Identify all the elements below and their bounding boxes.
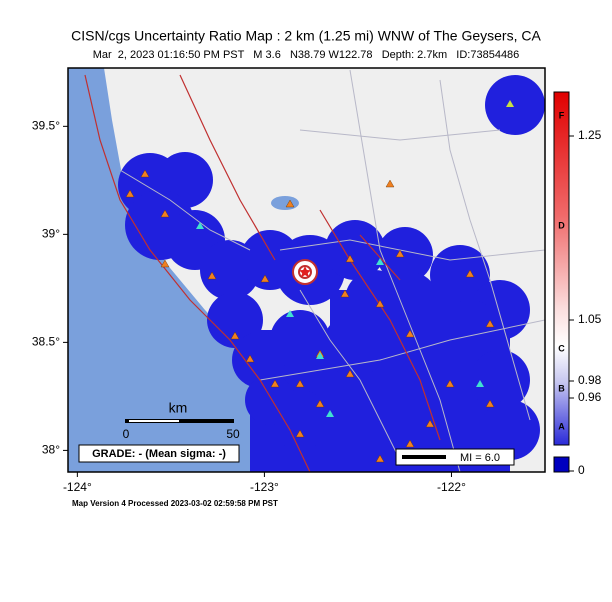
- legend-box: [395, 448, 515, 466]
- colorbar-tick-label: 0.98: [578, 373, 602, 387]
- footer: Map Version 4 Processed 2023-03-02 02:59…: [72, 499, 278, 508]
- colorbar-grade: C: [558, 343, 565, 353]
- legend-line: [402, 455, 446, 459]
- map-area: [68, 68, 545, 472]
- scale-line-inner: [129, 420, 179, 422]
- axis-ticks: -124° -123° -122° 39.5° 39° 38.5° 38°: [32, 119, 466, 495]
- x-tick-label: -123°: [250, 480, 279, 494]
- title: CISN/cgs Uncertainty Ratio Map : 2 km (1…: [71, 28, 541, 44]
- x-tick-label: -122°: [437, 480, 466, 494]
- colorbar-tick-label: 1.25: [578, 128, 602, 142]
- y-tick-label: 38°: [42, 443, 60, 457]
- colorbar: [553, 91, 570, 446]
- scale-tick: 50: [226, 427, 240, 441]
- colorbar-grade: F: [559, 110, 565, 120]
- faults: [84, 74, 441, 472]
- stations: [125, 169, 495, 463]
- colorbar-floor: [553, 456, 570, 473]
- colorbar-tick-label: 1.05: [578, 312, 602, 326]
- epicenter: [292, 259, 318, 285]
- y-tick-label: 39°: [42, 227, 60, 241]
- colorbar-grade: A: [558, 421, 565, 431]
- colorbar-tick-label: 0.96: [578, 390, 602, 404]
- y-tick-label: 39.5°: [32, 119, 60, 133]
- colorbar-tick-label: 0: [578, 463, 585, 477]
- grade-box: [78, 444, 240, 463]
- subtitle: Mar 2, 2023 01:16:50 PM PST M 3.6 N38.79…: [93, 49, 520, 61]
- map-frame: [67, 67, 546, 473]
- stations-cyan: [196, 100, 514, 417]
- scale-bar: km 0 50: [123, 400, 240, 441]
- lake: [271, 196, 299, 210]
- scale-tick: 0: [123, 427, 130, 441]
- scale-unit: km: [169, 400, 188, 416]
- colorbar-ticks: 1.25 1.05 0.98 0.96 0 F D C B A: [558, 110, 601, 477]
- scale-line: [125, 419, 234, 423]
- grade: GRADE: - (Mean sigma: -): [92, 448, 226, 460]
- colorbar-grade: B: [558, 383, 565, 393]
- colorbar-grade: D: [558, 220, 565, 230]
- coverage: [118, 75, 545, 472]
- y-tick-label: 38.5°: [32, 335, 60, 349]
- x-tick-label: -124°: [63, 480, 92, 494]
- legend-label: MI = 6.0: [460, 452, 500, 464]
